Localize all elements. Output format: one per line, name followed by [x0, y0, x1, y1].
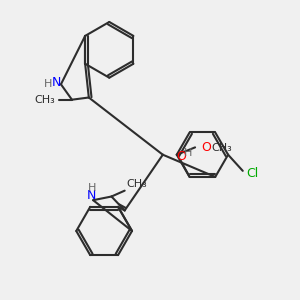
- Text: H: H: [88, 183, 96, 194]
- Text: N: N: [52, 76, 61, 89]
- Text: O: O: [201, 141, 211, 154]
- Text: CH₃: CH₃: [211, 143, 232, 153]
- Text: H: H: [184, 148, 192, 158]
- Text: O: O: [176, 150, 186, 163]
- Text: H: H: [44, 79, 53, 89]
- Text: CH₃: CH₃: [34, 95, 55, 105]
- Text: CH₃: CH₃: [126, 179, 147, 189]
- Text: Cl: Cl: [246, 167, 259, 180]
- Text: N: N: [87, 189, 96, 202]
